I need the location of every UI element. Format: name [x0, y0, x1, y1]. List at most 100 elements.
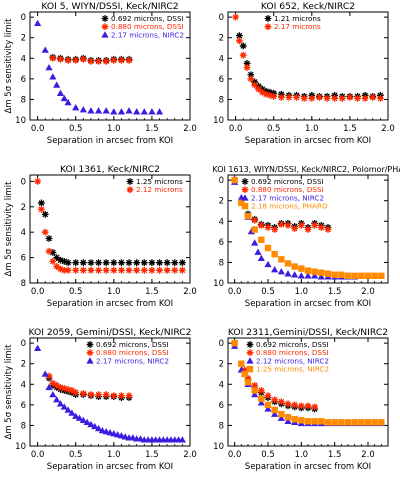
data-point — [251, 226, 258, 233]
data-point — [277, 220, 285, 228]
data-point — [60, 266, 68, 274]
data-point — [244, 212, 252, 220]
legend-marker — [126, 178, 134, 185]
x-tick-label: 0.5 — [69, 287, 83, 297]
data-point — [156, 266, 163, 274]
legend-entry: 0.880 microns, DSSI — [96, 348, 169, 357]
data-point — [53, 381, 61, 389]
x-tick-label: 0.5 — [261, 287, 275, 297]
data-point — [323, 95, 331, 102]
data-point — [79, 390, 87, 397]
data-point — [311, 418, 318, 425]
data-point — [291, 225, 299, 232]
x-tick-label: 2.0 — [183, 124, 197, 134]
y-axis-label: Δm 5σ sensitivity limit — [4, 344, 14, 440]
y-tick-label: 8 — [21, 421, 26, 431]
legend-entry: 0.692 microns, DSSI — [256, 340, 329, 349]
data-point — [258, 236, 265, 243]
data-point — [264, 401, 272, 409]
data-point — [270, 92, 278, 100]
data-point — [49, 249, 57, 256]
x-tick-label: 1.0 — [295, 450, 309, 460]
data-point — [316, 93, 323, 101]
legend-marker — [246, 357, 254, 364]
data-point — [148, 108, 156, 115]
x-axis-label: Separation in arcsec from KOI — [245, 136, 371, 146]
data-point — [102, 259, 110, 267]
data-point — [72, 412, 80, 419]
legend-marker — [246, 365, 254, 373]
legend-entry: 2.17 microns, NIRC2 — [96, 356, 169, 365]
data-point — [140, 108, 148, 115]
data-point — [60, 385, 68, 392]
data-point — [45, 235, 53, 242]
data-point — [284, 260, 292, 267]
x-tick-label: 2.0 — [183, 450, 197, 460]
legend-entry: 0.880 microns, DSSI — [256, 348, 329, 357]
chart-title: KOI 652, Keck/NIRC2 — [261, 1, 355, 12]
x-tick-label: 0.0 — [31, 450, 45, 460]
data-point — [264, 392, 272, 399]
legend-marker — [264, 15, 272, 22]
y-tick-label: 8 — [219, 421, 224, 431]
series-2 — [45, 372, 133, 399]
data-point — [262, 90, 270, 98]
data-point — [49, 73, 57, 80]
data-point — [277, 268, 285, 275]
legend-entry: 0.880 microns, DSSI — [111, 22, 184, 31]
legend-marker — [101, 31, 109, 38]
legend-entry: 1.25 microns, NIRC2 — [256, 365, 329, 374]
y-tick-label: 6 — [219, 75, 224, 85]
x-axis-label: Separation in arcsec from KOI — [245, 299, 371, 309]
data-point — [125, 259, 133, 267]
data-point — [75, 414, 84, 421]
y-tick-label: 2 — [219, 197, 224, 207]
data-point — [317, 273, 325, 280]
data-point — [57, 383, 64, 391]
data-point — [155, 108, 164, 115]
data-point — [68, 387, 76, 394]
y-tick-label: 0 — [219, 339, 224, 349]
data-point — [64, 386, 72, 393]
data-point — [79, 416, 87, 423]
data-point — [291, 271, 299, 278]
legend-entry: 1.21 microns — [274, 14, 321, 23]
legend-entry: 2.18 microns, PHARO — [251, 202, 328, 211]
data-point — [308, 95, 316, 102]
data-point — [83, 418, 91, 426]
data-point — [140, 259, 148, 267]
legend-marker — [241, 202, 249, 210]
data-point — [45, 372, 53, 380]
data-point — [243, 60, 251, 67]
data-point — [304, 402, 312, 410]
series-2 — [49, 54, 133, 65]
y-tick-label: 0 — [21, 177, 26, 187]
data-point — [72, 266, 80, 274]
data-point — [304, 226, 312, 233]
data-point — [133, 108, 141, 115]
data-point — [72, 259, 80, 267]
data-point — [64, 406, 72, 413]
legend-entry: 0.880 microns, DSSI — [251, 185, 324, 194]
data-point — [278, 256, 285, 263]
data-point — [95, 266, 102, 274]
chart-panel-2: KOI 652, Keck/NIRC2 0.0 0.5 1.0 1.5 2.0 0 2 4 6 8 1… — [213, 1, 395, 146]
data-point — [378, 419, 385, 426]
data-point — [64, 266, 72, 274]
x-tick-label: 1.0 — [107, 287, 121, 297]
data-point — [271, 396, 279, 404]
data-point — [243, 64, 251, 71]
y-tick-label: 10 — [213, 442, 224, 452]
data-point — [95, 391, 102, 398]
legend-marker — [86, 349, 94, 357]
data-point — [91, 422, 99, 430]
data-point — [244, 379, 252, 386]
legend-entry: 2.17 microns, NIRC2 — [111, 30, 184, 39]
legend-entry: 0.692 microns, DSSI — [96, 340, 169, 349]
data-point — [72, 389, 80, 396]
legend-marker — [101, 23, 109, 31]
data-point — [251, 239, 259, 246]
data-point — [257, 399, 265, 406]
data-point — [364, 419, 372, 426]
x-tick-label: 2.0 — [361, 450, 375, 460]
